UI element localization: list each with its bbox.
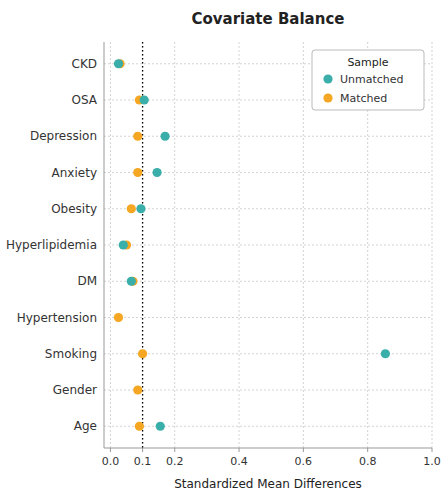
y-ticks: Age Gender Smoking Hypertension DM Hyperlipid… <box>6 57 98 434</box>
tick-label: Anxiety <box>52 166 97 180</box>
tick-label: 0.6 <box>295 455 313 468</box>
tick <box>303 448 304 452</box>
dot <box>152 168 161 177</box>
dot <box>114 59 123 68</box>
tick-label: Hyperlipidemia <box>6 238 97 252</box>
dot <box>135 422 144 431</box>
grid-line <box>104 317 432 318</box>
tick <box>367 448 368 452</box>
dot <box>381 349 390 358</box>
dot <box>156 422 165 431</box>
y-axis <box>104 42 105 448</box>
tick-label: 0.1 <box>134 455 152 468</box>
tick <box>142 448 143 452</box>
legend: Sample Unmatched Matched <box>312 50 424 110</box>
tick-label: CKD <box>72 57 98 71</box>
tick-label: 0.8 <box>359 455 377 468</box>
series <box>114 59 147 431</box>
legend-marker <box>323 74 332 83</box>
title: Covariate Balance <box>191 10 344 28</box>
grid-line <box>303 42 304 448</box>
chart: Covariate Balance 0.0 0.1 0.2 0.4 0.6 0.8 1.0 St… <box>0 0 448 500</box>
grid-line <box>104 245 432 246</box>
legend-title: Sample <box>347 56 388 69</box>
tick-label: 0.0 <box>102 455 120 468</box>
grid-line <box>104 281 432 282</box>
plot-area <box>114 42 390 448</box>
dot <box>114 313 123 322</box>
tick-label: OSA <box>72 93 98 107</box>
grid-line <box>110 42 111 448</box>
dot <box>119 240 128 249</box>
grid-line <box>104 136 432 137</box>
grid-line <box>239 42 240 448</box>
dot <box>133 132 142 141</box>
tick-label: Age <box>74 419 97 433</box>
tick-label: Smoking <box>45 347 97 361</box>
dot <box>138 349 147 358</box>
dot <box>127 277 136 286</box>
tick <box>110 448 111 452</box>
tick-label: 0.2 <box>166 455 184 468</box>
dot <box>127 204 136 213</box>
tick-label: Hypertension <box>17 311 97 325</box>
legend-box <box>312 50 424 110</box>
tick <box>239 448 240 452</box>
legend-label: Matched <box>340 92 387 105</box>
tick-label: Gender <box>53 383 97 397</box>
tick-label: Obesity <box>51 202 97 216</box>
dot <box>160 132 169 141</box>
dot <box>140 95 149 104</box>
grid-line <box>104 426 432 427</box>
dot <box>136 204 145 213</box>
series <box>114 59 390 431</box>
legend-marker <box>323 93 332 102</box>
grid-line <box>104 208 432 209</box>
grid-line <box>104 390 432 391</box>
x-label: Standardized Mean Differences <box>174 477 362 491</box>
dot <box>133 168 142 177</box>
tick-label: DM <box>77 274 97 288</box>
tick <box>432 448 433 452</box>
grid-line <box>174 42 175 448</box>
grid <box>104 42 432 448</box>
tick-label: 1.0 <box>423 455 441 468</box>
dot <box>133 385 142 394</box>
x-ticks: 0.0 0.1 0.2 0.4 0.6 0.8 1.0 <box>102 448 441 468</box>
legend-label: Unmatched <box>340 73 404 86</box>
tick <box>174 448 175 452</box>
tick-label: 0.4 <box>230 455 248 468</box>
x-axis <box>104 448 432 449</box>
tick-label: Depression <box>30 129 97 143</box>
